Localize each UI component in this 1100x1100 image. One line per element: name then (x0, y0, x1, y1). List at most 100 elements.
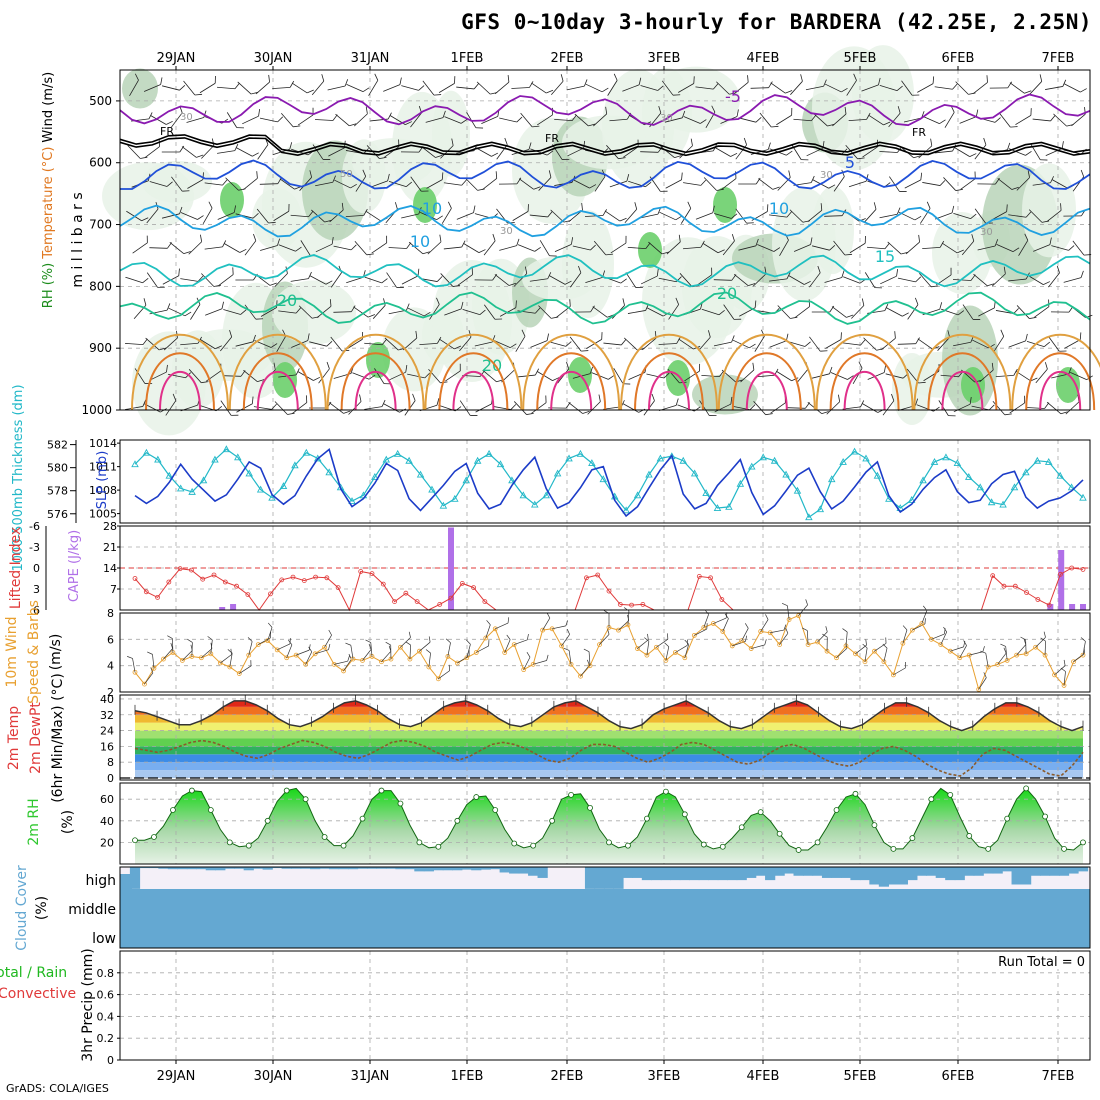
surface-wind-barb-shaft (817, 631, 828, 643)
wind-speed-point (464, 655, 470, 661)
rh-point (928, 796, 935, 803)
wind-barb-flag (894, 331, 896, 339)
surface-wind-barb (921, 605, 928, 624)
wind-barb-flag (973, 319, 981, 320)
wind-barb (1016, 170, 1030, 191)
lifted-index-point (189, 567, 194, 573)
surface-wind-barb (770, 624, 787, 634)
slp-tick-label: 1011 (89, 461, 117, 474)
surface-wind-barb-flag (488, 640, 490, 646)
wind-barb (973, 273, 995, 287)
high-cloud-bar (964, 867, 975, 876)
wind-barb-shaft (658, 343, 677, 345)
wind-barb-shaft (1016, 177, 1030, 191)
high-cloud-bar (167, 867, 179, 870)
wind-barb (757, 244, 781, 252)
wind-barb-shaft (1053, 113, 1067, 127)
wind-barb-flag (926, 201, 931, 209)
wind-barb-shaft (613, 368, 624, 384)
surface-wind-barb (400, 631, 411, 648)
wind-barb (422, 80, 442, 96)
wind-barb-flag (718, 309, 725, 316)
thickness-tick-label: 582 (47, 439, 68, 452)
high-cloud-bar (632, 867, 643, 878)
wind-barb-shaft (364, 406, 383, 410)
high-cloud-bar (528, 867, 539, 876)
high-cloud-bar (1068, 867, 1079, 874)
wind-barb-shaft (439, 338, 455, 350)
high-cloud-bar (300, 867, 311, 869)
thickness-point (1067, 483, 1076, 491)
cape-bar (1069, 604, 1076, 610)
wind-barb-shaft (826, 401, 840, 415)
wind-barb-flag (625, 235, 627, 244)
temperature-contour-label: -5 (725, 87, 741, 106)
low-level-temperature-contour (717, 333, 816, 411)
surface-wind-barb (855, 639, 867, 655)
surface-wind-barb (542, 612, 551, 631)
wind-barb-flag (211, 138, 215, 146)
wind-barb-flag (635, 287, 643, 289)
wind-barb (953, 397, 972, 413)
wind-barb-flag (343, 410, 351, 414)
high-cloud-bar (234, 867, 245, 869)
thickness-point (1056, 471, 1064, 479)
wind-barb-shaft (244, 240, 257, 256)
wind-barb-shaft (824, 83, 842, 93)
top-day-label: 6FEB (942, 51, 975, 66)
wind-barb (402, 330, 418, 351)
wind-barb-flag (613, 73, 618, 81)
thickness-point (165, 471, 174, 479)
wind-barb-shaft (1071, 113, 1086, 127)
wind-barb-shaft (149, 247, 168, 249)
wind-barb-flag (461, 179, 467, 186)
wind-barb (180, 212, 204, 220)
wind-barb-shaft (388, 247, 407, 249)
wind-barb (723, 304, 742, 320)
freezing-level-label: FR (160, 125, 174, 138)
wind-barb-shaft (311, 80, 325, 96)
wind-barb-flag (584, 79, 588, 87)
low-level-temperature-contour (131, 333, 229, 411)
wind-barb-flag (437, 336, 442, 344)
wind-barb-flag (1050, 176, 1054, 183)
surface-wind-barb-flag (644, 637, 650, 642)
wind-barb-shaft (1048, 336, 1060, 352)
wind-barb (897, 337, 920, 345)
lifted-index-point (990, 573, 996, 579)
wind-barb (132, 235, 148, 254)
wind-barb (217, 143, 239, 154)
wind-barb (702, 242, 725, 254)
high-cloud-bar (926, 867, 937, 876)
wind-speed-point (483, 635, 489, 641)
wind-speed-point (331, 661, 337, 667)
cape-bar (1080, 604, 1086, 610)
wind-barb-flag (866, 112, 871, 120)
low-level-temperature-contour (843, 370, 886, 411)
wind-barb-shaft (557, 368, 570, 384)
wind-barb-shaft (1026, 407, 1045, 409)
wind-barb-shaft (568, 402, 583, 414)
wind-barb-shaft (944, 112, 955, 128)
wind-barb-flag (619, 217, 627, 222)
wind-barb (848, 174, 869, 188)
wind-barb-shaft (954, 147, 970, 157)
wind-barb-flag (197, 215, 204, 220)
wind-barb-flag (791, 377, 799, 382)
surface-wind-barb (315, 643, 331, 655)
wind-barb-shaft (1064, 83, 1081, 93)
wind-barb (660, 146, 682, 159)
cape-tick-label: 7 (110, 583, 117, 596)
wind-barb (1008, 333, 1028, 348)
wind-barb-flag (771, 125, 779, 128)
thickness-point (473, 456, 482, 464)
wind-barb (740, 362, 755, 383)
run-total-box (975, 952, 1087, 969)
wind-barb (290, 271, 312, 282)
wind-barb-flag (719, 370, 725, 377)
wind-barb-shaft (314, 119, 334, 121)
wind-barb (517, 368, 540, 378)
lifted-index-point (606, 588, 612, 594)
wind-barb-shaft (757, 244, 775, 252)
surface-wind-barb-shaft (893, 667, 906, 676)
